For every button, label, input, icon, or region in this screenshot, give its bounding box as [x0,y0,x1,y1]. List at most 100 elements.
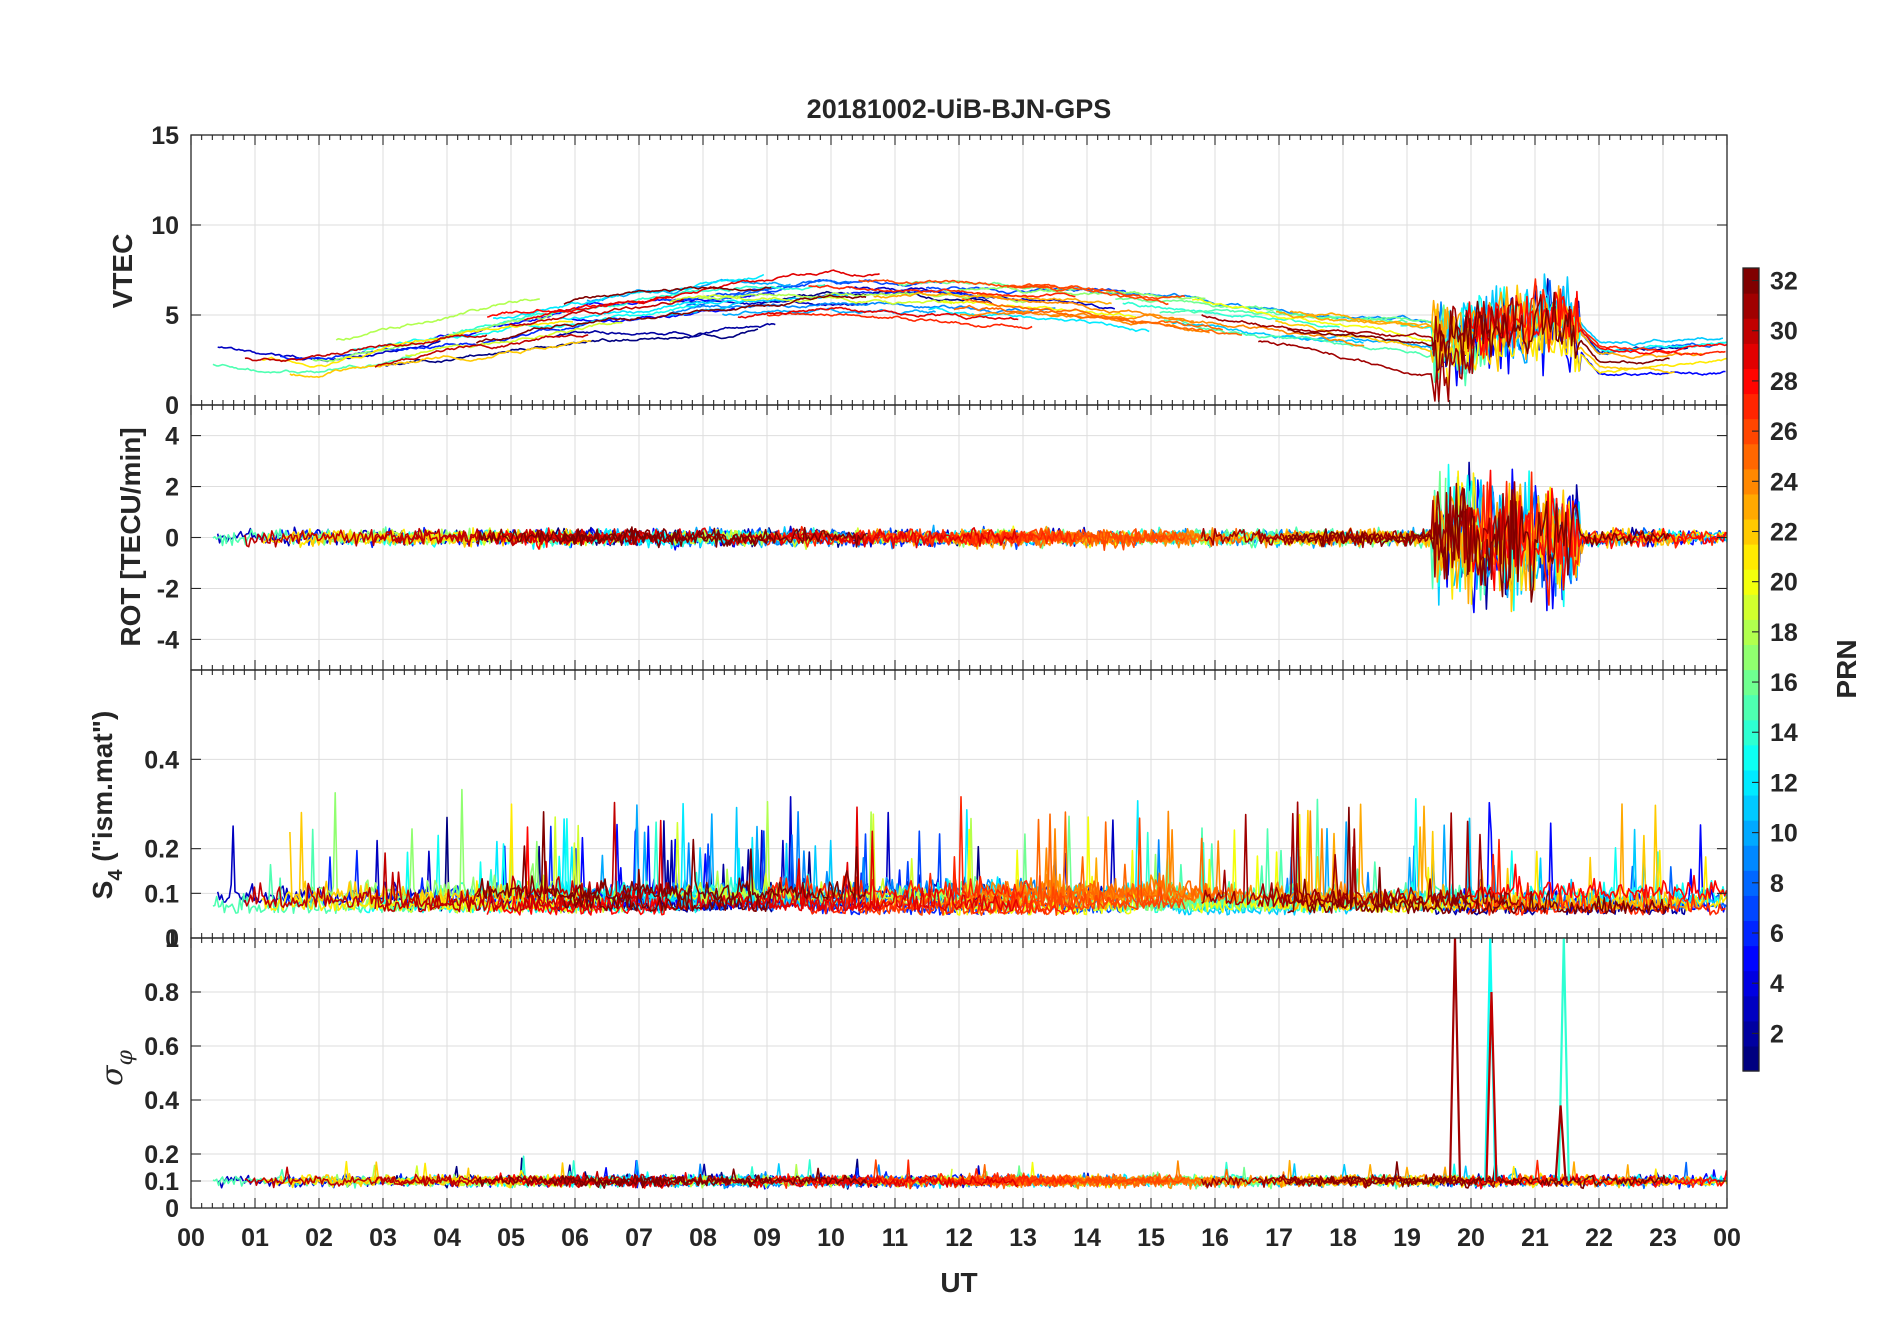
colorbar-tick-label: 18 [1770,619,1798,647]
vtec-series-prn-32 [475,294,867,344]
colorbar-strip [1743,468,1759,495]
sigma-phi-series-prn-30 [244,1166,488,1189]
colorbar-strip [1743,744,1759,771]
vtec-series-prn-26 [1009,284,1186,300]
s4-series-prn-22 [289,811,592,904]
y-tick-label: 0 [165,525,179,553]
colorbar-strip [1743,694,1759,721]
colorbar-tick-label: 26 [1770,418,1798,446]
x-tick-label: 06 [561,1224,589,1252]
sigma-phi-series-prn-32 [563,1173,772,1189]
y-tick-label: 0.2 [144,836,179,864]
s4-label-rest: ("ism.mat") [87,711,118,870]
vtec-series-prn-16 [1115,296,1447,348]
colorbar-strip [1743,870,1759,896]
vtec-series-prn-21 [261,320,573,368]
colorbar-strip [1743,343,1759,369]
colorbar-tick-label: 14 [1770,719,1798,747]
y-tick-label: 0.6 [144,1033,179,1061]
x-tick-label: 22 [1585,1224,1613,1252]
colorbar-strip [1743,293,1759,319]
vtec-series-prn-15 [1159,308,1408,324]
sigma-phi-spike [1485,991,1498,1182]
vtec-series-prn-22 [289,339,592,379]
vtec-series-prn-32 [1287,291,1670,372]
colorbar-strip [1743,393,1759,420]
colorbar-strip [1743,594,1759,620]
vtec-y-axis-label: VTEC [107,234,138,309]
sigma-label-sub: φ [113,1049,138,1065]
colorbar-strip [1743,845,1759,871]
colorbar-frame [1742,267,1760,1072]
s4-panel: 0.1 0.2 0.4 0 S4 ("ism.mat") [87,669,1728,953]
vtec-series-prn-29 [737,306,1019,321]
y-tick-label: 0.1 [144,880,179,908]
y-tick-label: 15 [151,122,179,150]
colorbar-strip [1743,368,1759,395]
sigma-phi-series-prn-32 [1286,1161,1671,1190]
vtec-series-prn-25 [953,304,1223,331]
vtec-series-prn-12 [558,298,755,321]
s4-y-tick-labels: 0.1 0.2 0.4 0 [144,746,179,953]
y-tick-label: 0.2 [144,1141,179,1169]
x-tick-label: 04 [433,1224,461,1252]
colorbar-strip [1743,769,1759,796]
colorbar-strip [1743,669,1759,696]
x-tick-label: 19 [1393,1224,1421,1252]
colorbar-tick-label: 16 [1770,669,1798,697]
colorbar-strip [1743,569,1759,595]
x-tick-label: 10 [817,1224,845,1252]
x-tick-label: 08 [689,1224,717,1252]
x-tick-label: 07 [625,1224,653,1252]
colorbar-strip [1743,970,1759,997]
x-axis-label: UT [940,1267,977,1298]
colorbar-strip [1743,945,1759,972]
vtec-series-prn-26 [858,279,1065,290]
x-tick-label: 20 [1457,1224,1485,1252]
y-tick-label: 0.4 [144,1087,179,1115]
x-tick-label: 23 [1649,1224,1677,1252]
sigma-one-label: 1 [165,925,179,953]
y-tick-label: 0.8 [144,979,179,1007]
sigma-phi-series-group [212,937,1728,1190]
colorbar-strips [1743,268,1759,1072]
colorbar-tick-label: 12 [1770,769,1798,797]
rot-series-group [212,461,1728,614]
s4-series-group [212,788,1728,917]
colorbar-strip [1743,644,1759,671]
rot-y-tick-labels: -4 -2 0 2 4 [157,423,179,655]
colorbar-strip [1743,518,1759,545]
colorbar-strip [1743,895,1759,922]
vtec-series-prn-30 [374,333,589,368]
colorbar-strip [1743,443,1759,470]
rot-series-prn-13 [1399,463,1728,612]
vtec-y-tick-labels: 0 5 10 15 [151,122,179,420]
s4-series-prn-32 [1287,806,1671,915]
y-tick-label: 0 [165,1195,179,1223]
vtec-series-prn-24 [976,292,1195,323]
vtec-series-prn-29 [524,269,880,321]
vtec-series-prn-32 [563,286,772,305]
s4-series-prn-25 [960,811,1243,904]
x-tick-label: 13 [1009,1224,1037,1252]
sigma-phi-y-axis-label: σφ [95,1049,138,1085]
colorbar-strip [1743,418,1759,445]
s4-series-prn-27 [766,795,1033,899]
vtec-series-prn-28 [486,296,670,318]
colorbar-tick-label: 20 [1770,569,1798,597]
y-tick-label: 5 [165,302,179,330]
vtec-series-prn-19 [405,321,623,357]
colorbar-tick-label: 30 [1770,318,1798,346]
y-tick-label: 4 [165,423,179,451]
colorbar-strip [1743,493,1759,520]
colorbar-tick-label: 24 [1770,468,1798,496]
rot-series-prn-32 [475,526,867,549]
vtec-series-prn-14 [452,283,826,335]
x-tick-label: 16 [1201,1224,1229,1252]
colorbar-tick-label: 32 [1770,268,1798,296]
colorbar-strip [1743,1045,1759,1072]
colorbar-tick-label: 22 [1770,518,1798,546]
y-tick-label: 2 [165,474,179,502]
